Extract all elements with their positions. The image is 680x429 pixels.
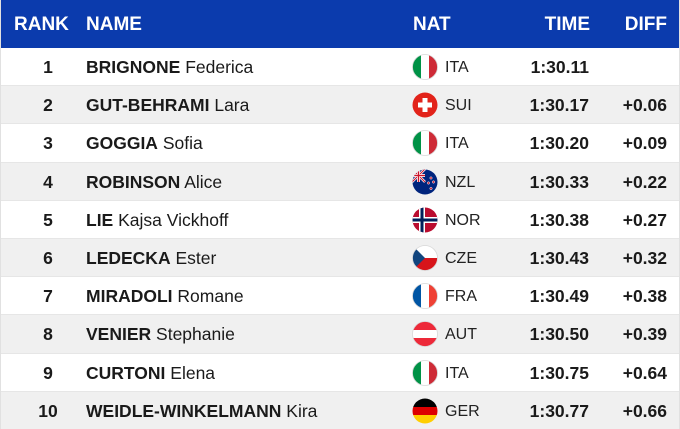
- row-first-name: Lara: [214, 95, 250, 116]
- row-nat: ITA: [445, 364, 469, 382]
- row-rank: 7: [43, 286, 53, 307]
- italy-flag-icon: [412, 130, 438, 157]
- row-diff: +0.32: [622, 247, 667, 268]
- row-athlete-name: LIE Kajsa Vickhoff: [86, 201, 228, 239]
- row-first-name: Kira: [286, 400, 318, 421]
- row-time: 1:30.43: [529, 247, 589, 268]
- row-last-name: VENIER: [86, 324, 152, 345]
- row-last-name: ROBINSON: [86, 171, 181, 192]
- italy-flag-icon: [412, 359, 438, 386]
- header-nat: NAT: [413, 14, 451, 35]
- header-name: NAME: [86, 14, 142, 35]
- row-athlete-name: CURTONI Elena: [86, 354, 215, 392]
- row-rank: 6: [43, 247, 53, 268]
- austria-flag-icon: [412, 321, 438, 348]
- row-rank: 5: [43, 209, 53, 230]
- row-first-name: Kajsa Vickhoff: [118, 209, 229, 230]
- norway-flag-icon: [412, 207, 438, 233]
- row-time: 1:30.77: [529, 400, 589, 421]
- row-athlete-name: ROBINSON Alice: [86, 163, 222, 201]
- row-nat: SUI: [445, 97, 472, 115]
- row-nat: ITA: [445, 135, 469, 153]
- row-first-name: Federica: [185, 57, 254, 77]
- row-time: 1:30.33: [529, 171, 589, 192]
- table-row: 8 VENIER Stephanie AUT 1:30.50 +0.39: [1, 315, 679, 354]
- row-diff: +0.09: [622, 133, 667, 154]
- row-diff: +0.66: [622, 400, 667, 421]
- row-rank: 3: [43, 133, 53, 154]
- row-diff: +0.39: [622, 324, 667, 345]
- header-diff: DIFF: [624, 14, 667, 35]
- row-nat: FRA: [445, 288, 477, 306]
- table-row: 9 CURTONI Elena ITA 1:30.75 +0.64: [1, 354, 679, 392]
- new-zealand-flag-icon: [412, 169, 438, 195]
- row-first-name: Elena: [170, 362, 216, 383]
- row-rank: 9: [43, 362, 53, 383]
- row-time: 1:30.75: [529, 362, 589, 383]
- table-row: 6 LEDECKA Ester CZE 1:30.43 +0.32: [1, 238, 679, 278]
- table-body: 1 BRIGNONE Federica ITA 1:30.11 2 GUT-BE…: [1, 48, 679, 429]
- row-diff: +0.27: [622, 209, 667, 230]
- row-time: 1:30.11: [530, 57, 589, 77]
- table-row: 10 WEIDLE-WINKELMANN Kira GER 1:30.77 +0…: [1, 391, 679, 429]
- row-time: 1:30.38: [529, 209, 589, 230]
- table-row: 1 BRIGNONE Federica ITA 1:30.11: [1, 48, 679, 87]
- france-flag-icon: [412, 283, 438, 310]
- row-rank: 2: [43, 95, 53, 116]
- row-nat: GER: [445, 402, 480, 420]
- row-athlete-name: WEIDLE-WINKELMANN Kira: [86, 392, 317, 429]
- table-row: 3 GOGGIA Sofia ITA 1:30.20 +0.09: [1, 124, 679, 163]
- table-row: 5 LIE Kajsa Vickhoff NOR 1:30.38 +0.27: [1, 201, 679, 239]
- row-diff: +0.06: [622, 95, 667, 116]
- row-time: 1:30.50: [529, 324, 589, 345]
- row-last-name: WEIDLE-WINKELMANN: [86, 400, 282, 421]
- header-time: TIME: [544, 14, 590, 35]
- row-rank: 10: [38, 400, 58, 421]
- row-first-name: Ester: [175, 247, 217, 268]
- row-athlete-name: GUT-BEHRAMI Lara: [86, 86, 249, 124]
- row-last-name: LIE: [86, 209, 114, 230]
- row-first-name: Alice: [184, 171, 223, 192]
- switzerland-flag-icon: [412, 92, 438, 118]
- row-last-name: BRIGNONE: [86, 57, 181, 77]
- table-row: 7 MIRADOLI Romane FRA 1:30.49 +0.38: [1, 277, 679, 316]
- row-rank: 1: [43, 57, 53, 77]
- italy-flag-icon: [412, 54, 438, 80]
- row-athlete-name: GOGGIA Sofia: [86, 124, 203, 162]
- row-diff: +0.38: [622, 286, 667, 307]
- row-time: 1:30.49: [529, 286, 589, 307]
- row-athlete-name: MIRADOLI Romane: [86, 277, 244, 315]
- row-last-name: GOGGIA: [86, 133, 158, 154]
- row-first-name: Stephanie: [156, 324, 235, 345]
- row-first-name: Romane: [177, 286, 244, 307]
- row-nat: NZL: [445, 173, 476, 191]
- row-rank: 8: [43, 324, 53, 345]
- header-rank: RANK: [14, 14, 69, 35]
- row-time: 1:30.20: [529, 133, 589, 154]
- table-row: 2 GUT-BEHRAMI Lara SUI 1:30.17 +0.06: [1, 86, 679, 125]
- row-athlete-name: VENIER Stephanie: [86, 315, 235, 353]
- row-athlete-name: LEDECKA Ester: [86, 239, 216, 277]
- table-header: RANK NAME NAT TIME DIFF: [1, 0, 679, 48]
- row-nat: AUT: [445, 326, 477, 344]
- row-last-name: LEDECKA: [86, 247, 171, 268]
- row-last-name: GUT-BEHRAMI: [86, 95, 210, 116]
- row-nat: NOR: [445, 211, 481, 229]
- row-rank: 4: [43, 171, 53, 192]
- row-nat: CZE: [445, 249, 477, 267]
- row-diff: +0.22: [622, 171, 667, 192]
- germany-flag-icon: [412, 398, 438, 424]
- czech-flag-icon: [412, 245, 438, 271]
- row-last-name: MIRADOLI: [86, 286, 173, 307]
- table-row: 4 ROBINSON Alice NZL 1:30.33 +0.22: [1, 162, 679, 201]
- row-nat: ITA: [445, 59, 469, 76]
- row-time: 1:30.17: [529, 95, 589, 116]
- row-diff: +0.64: [622, 362, 667, 383]
- row-first-name: Sofia: [162, 133, 203, 154]
- row-athlete-name: BRIGNONE Federica: [86, 48, 253, 86]
- row-last-name: CURTONI: [86, 362, 166, 383]
